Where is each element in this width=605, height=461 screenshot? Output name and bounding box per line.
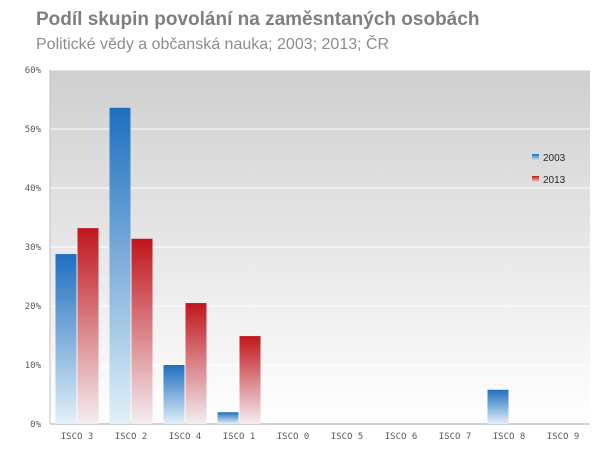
legend-swatch-2013: [532, 176, 539, 183]
x-tick-label: ISCO 0: [277, 432, 310, 442]
bar-2013-isco-4: [185, 303, 207, 424]
bar-2013-isco-3: [77, 228, 99, 424]
bar-2003-isco-2: [109, 107, 131, 424]
x-axis: ISCO 3 ISCO 2 ISCO 4 ISCO 1 ISCO 0 ISCO 5 ISCO…: [61, 432, 580, 442]
x-tick-label: ISCO 3: [61, 432, 94, 442]
legend: 2003 2013: [532, 153, 566, 186]
chart-title: Podíl skupin povolání na zaměsntaných os…: [36, 9, 480, 30]
x-tick-label: ISCO 4: [169, 432, 202, 442]
bar-2003-isco-8: [487, 389, 509, 424]
y-tick-label: 10%: [25, 361, 42, 371]
bar-2003-isco-1: [217, 412, 239, 424]
legend-label-2003: 2003: [543, 153, 566, 164]
bar-2003-isco-4: [163, 365, 185, 424]
x-tick-label: ISCO 2: [115, 432, 148, 442]
y-tick-label: 30%: [25, 243, 42, 253]
y-tick-label: 50%: [25, 125, 42, 135]
x-tick-label: ISCO 8: [493, 432, 526, 442]
chart-subtitle: Politické vědy a občanská nauka; 2003; 2…: [36, 36, 390, 53]
x-tick-label: ISCO 7: [439, 432, 472, 442]
bar-2013-isco-1: [239, 336, 261, 424]
bar-2003-isco-3: [55, 254, 77, 424]
y-axis: 0% 10% 20% 30% 40% 50% 60%: [25, 66, 42, 430]
legend-swatch-2003: [532, 154, 539, 161]
legend-label-2013: 2013: [543, 175, 566, 186]
x-tick-label: ISCO 1: [223, 432, 256, 442]
y-tick-label: 0%: [30, 420, 41, 430]
x-tick-label: ISCO 9: [547, 432, 580, 442]
x-tick-label: ISCO 6: [385, 432, 418, 442]
y-tick-label: 40%: [25, 184, 42, 194]
bars: [55, 107, 509, 424]
bar-2013-isco-2: [131, 238, 153, 424]
x-tick-label: ISCO 5: [331, 432, 364, 442]
y-tick-label: 20%: [25, 302, 42, 312]
y-tick-label: 60%: [25, 66, 42, 76]
